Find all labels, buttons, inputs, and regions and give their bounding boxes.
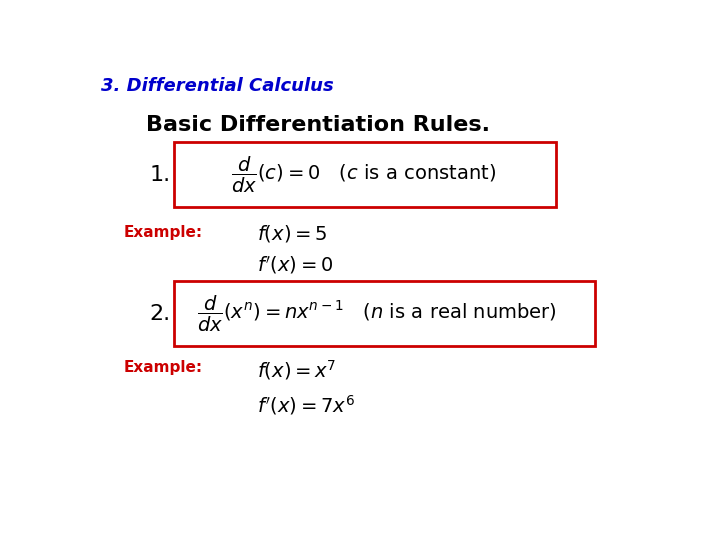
Text: 2.: 2. — [150, 304, 171, 325]
Text: Example:: Example: — [124, 225, 202, 240]
Text: $f(x) = 5$: $f(x) = 5$ — [258, 223, 328, 244]
Text: 1.: 1. — [150, 165, 171, 185]
Text: Example:: Example: — [124, 360, 202, 375]
Text: $f'(x) = 0$: $f'(x) = 0$ — [258, 254, 333, 276]
Text: 3. Differential Calculus: 3. Differential Calculus — [101, 77, 334, 95]
Text: $\dfrac{d}{dx}(c) = 0 \quad \left(c\ \mathrm{is\ a\ constant}\right)$: $\dfrac{d}{dx}(c) = 0 \quad \left(c\ \ma… — [231, 155, 496, 195]
Text: $\dfrac{d}{dx}\left(x^n\right) = nx^{n-1} \quad \left(n\ \mathrm{is\ a\ real\ nu: $\dfrac{d}{dx}\left(x^n\right) = nx^{n-1… — [197, 294, 557, 334]
Text: Basic Differentiation Rules.: Basic Differentiation Rules. — [145, 114, 490, 134]
Text: $f'(x) = 7x^6$: $f'(x) = 7x^6$ — [258, 393, 356, 417]
Text: $f(x) = x^7$: $f(x) = x^7$ — [258, 358, 337, 382]
